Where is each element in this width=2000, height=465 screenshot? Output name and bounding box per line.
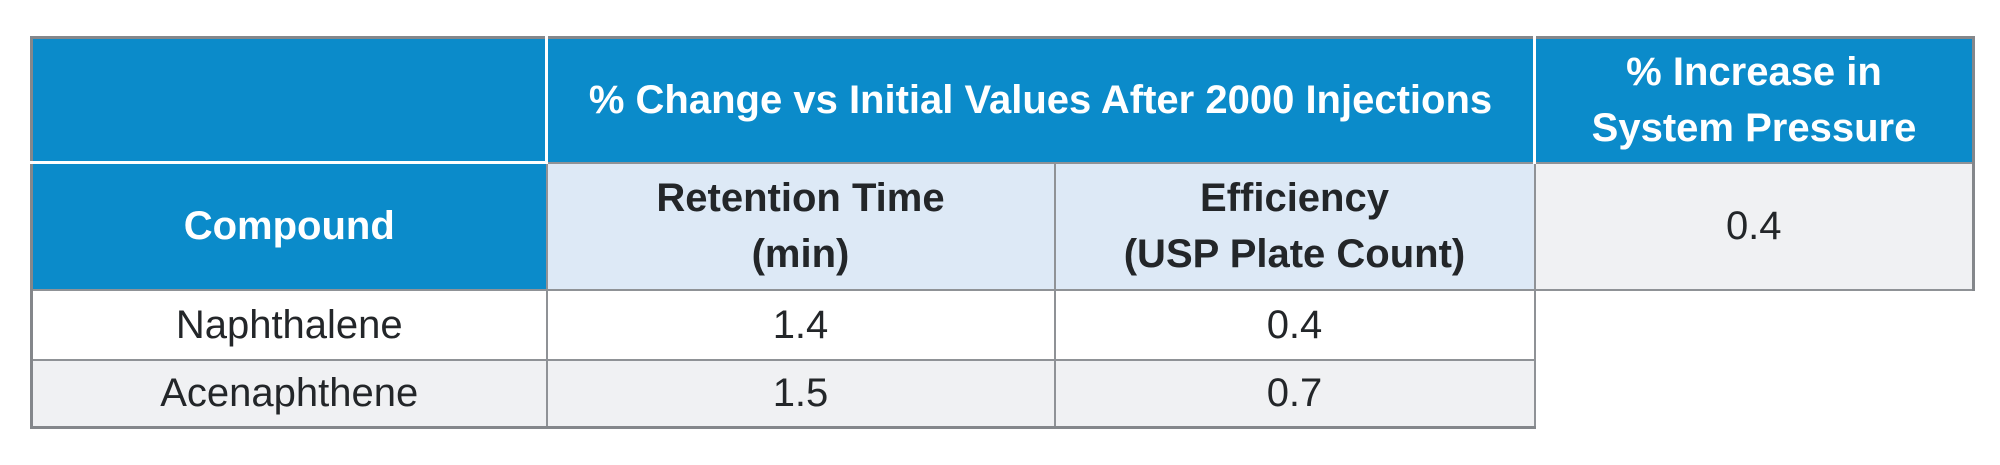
group-header-row: % Change vs Initial Values After 2000 In… [30,36,1975,164]
table-row: Naphthalene 1.4 0.4 [30,288,1974,361]
retention-time-header: Retention Time (min) [545,161,1056,291]
efficiency-header: Efficiency (USP Plate Count) [1053,161,1536,291]
results-table: % Change vs Initial Values After 2000 In… [30,36,1975,429]
compound-cell: Naphthalene [30,288,548,361]
table-row: Acenaphthene 1.5 0.7 [30,358,1974,429]
efficiency-value-cell: 0.7 [1053,358,1536,429]
empty-cell [1534,359,1974,428]
retention-value-cell: 1.4 [545,288,1056,361]
empty-cell [1534,289,1974,360]
system-pressure-value: 0.4 [1533,161,1975,291]
corner-cell [30,36,548,164]
system-pressure-header: % Increase in System Pressure [1533,36,1975,164]
retention-value-cell: 1.5 [545,358,1056,429]
efficiency-value-cell: 0.4 [1053,288,1536,361]
compound-cell: Acenaphthene [30,358,548,429]
compound-header: Compound [30,161,548,291]
column-header-row: Compound Retention Time (min) Efficiency… [30,161,1975,291]
change-vs-initial-header: % Change vs Initial Values After 2000 In… [545,36,1536,164]
